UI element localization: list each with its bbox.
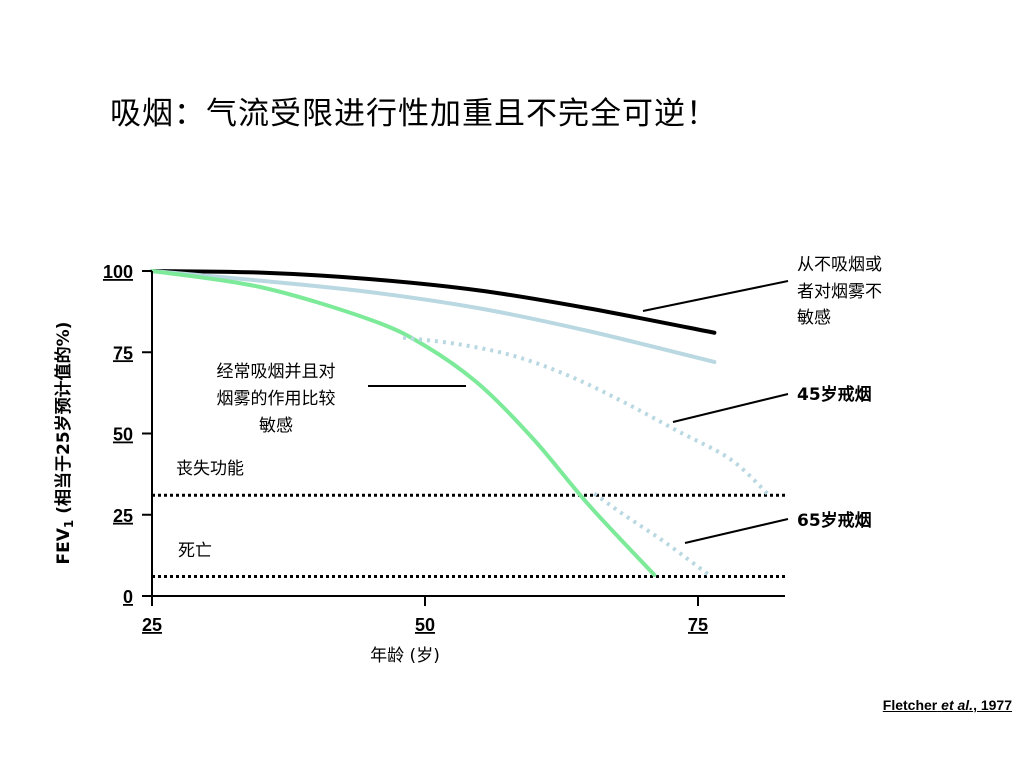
citation: Fletcher et al., 1977 [882, 697, 1012, 713]
y-tick-label-25: 25 [113, 506, 133, 526]
y-tick-label-75: 75 [113, 343, 133, 363]
svg-text:敏感: 敏感 [259, 416, 293, 436]
y-tick-label-100: 100 [103, 262, 133, 282]
svg-text:敏感: 敏感 [797, 308, 831, 328]
y-tick-label-0: 0 [123, 587, 133, 607]
annotation-leader-quit45 [672, 393, 789, 423]
svg-text:65岁戒烟: 65岁戒烟 [797, 510, 872, 531]
axis-ticks: 0 25 50 75 100 25 50 75 [103, 262, 708, 635]
svg-text:烟雾的作用比较: 烟雾的作用比较 [217, 389, 336, 409]
hline-label-disability: 丧失功能 [176, 459, 244, 479]
svg-text:从不吸烟或: 从不吸烟或 [797, 255, 882, 275]
hline-label-death: 死亡 [178, 541, 212, 561]
annotation-quit-65: 65岁戒烟 [684, 510, 872, 544]
x-tick-label-50: 50 [415, 615, 435, 635]
axes [151, 271, 785, 597]
series-never-smoked [150, 269, 717, 335]
series-quit-45-solid [150, 269, 717, 364]
x-tick-label-25: 25 [142, 615, 162, 635]
series-susceptible-smoker [150, 269, 657, 577]
series-quit-65-dotted [593, 491, 711, 577]
slide-title: 吸烟：气流受限进行性加重且不完全可逆！ [110, 96, 718, 132]
svg-text:45岁戒烟: 45岁戒烟 [797, 384, 872, 405]
series-lines [150, 269, 771, 577]
annotation-leader-never [642, 280, 789, 312]
annotation-leader-quit65 [684, 518, 789, 544]
y-tick-label-50: 50 [113, 425, 133, 445]
annotation-never-smoked: 从不吸烟或 者对烟雾不 敏感 [642, 255, 882, 328]
x-tick-label-75: 75 [688, 615, 708, 635]
annotation-quit-45: 45岁戒烟 [672, 384, 872, 423]
y-axis-label: FEV1 (相当于25岁预计值的%) [53, 322, 76, 565]
x-axis-label: 年龄 (岁) [370, 646, 440, 666]
svg-text:经常吸烟并且对: 经常吸烟并且对 [217, 362, 336, 382]
fev1-age-chart: 0 25 50 75 100 25 50 75 FEV1 (相当于25岁预计值的%) 年龄 (… [53, 255, 882, 666]
annotation-susceptible-smoker: 经常吸烟并且对 烟雾的作用比较 敏感 [217, 362, 466, 436]
threshold-lines [152, 493, 785, 578]
svg-text:者对烟雾不: 者对烟雾不 [797, 282, 882, 302]
